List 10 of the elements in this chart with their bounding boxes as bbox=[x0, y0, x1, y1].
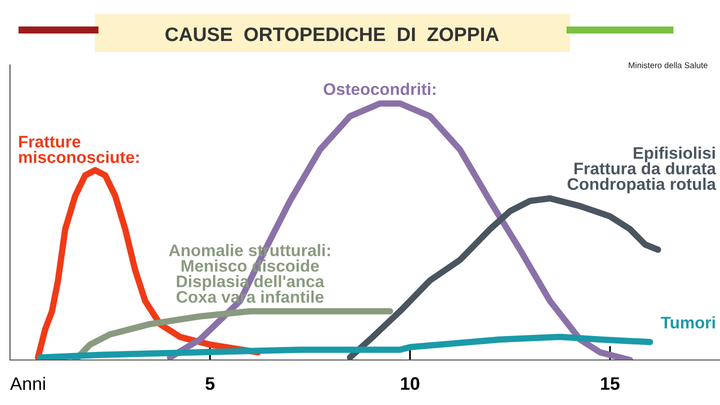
x-tick-label: 10 bbox=[401, 377, 420, 390]
x-tick-label: 15 bbox=[601, 377, 620, 390]
text: Ministero della Salute bbox=[628, 62, 708, 68]
chart-title: CAUSE ORTOPEDICHE DI ZOPPIA bbox=[166, 27, 499, 42]
series-label: Tumori bbox=[660, 316, 715, 328]
series-label: Fratture misconosciute: bbox=[19, 136, 139, 164]
series-label: Epifisiolisi Frattura da durata Condropatia rotula bbox=[568, 146, 716, 194]
x-axis-title: Anni bbox=[10, 376, 45, 390]
x-tick-label: 5 bbox=[206, 377, 215, 390]
series-label: Osteocondriti: bbox=[324, 82, 436, 96]
